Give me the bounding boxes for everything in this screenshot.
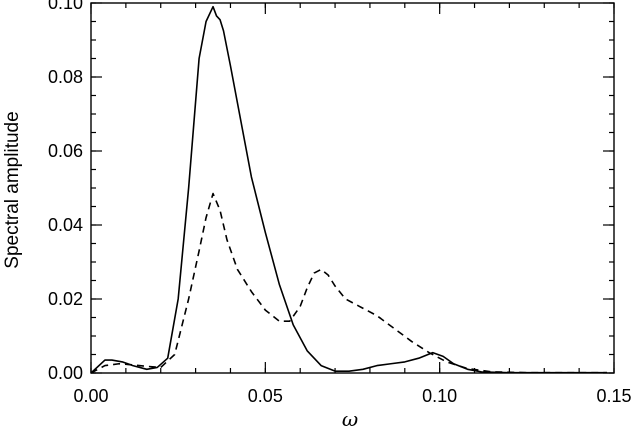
y-tick-label: 0.06 xyxy=(48,141,83,161)
y-tick-label: 0.02 xyxy=(48,289,83,309)
dashed-series-line xyxy=(90,192,608,374)
y-tick-label: 0.08 xyxy=(48,67,83,87)
x-tick-label: 0.05 xyxy=(248,386,283,406)
x-tick-label: 0.00 xyxy=(73,386,108,406)
y-axis-label: Spectral amplitude xyxy=(2,111,23,268)
x-axis: 0.00 0.05 0.10 0.15 xyxy=(73,3,632,406)
solid-series-line xyxy=(90,5,608,374)
y-tick-label: 0.04 xyxy=(48,215,83,235)
x-axis-label: ω xyxy=(342,407,358,431)
x-tick-label: 0.15 xyxy=(596,386,631,406)
x-tick-label: 0.10 xyxy=(422,386,457,406)
plot-area xyxy=(90,2,615,374)
plot-frame xyxy=(90,2,615,374)
y-axis: 0.00 0.02 0.04 0.06 0.08 0.10 xyxy=(48,0,614,383)
y-tick-label: 0.10 xyxy=(48,0,83,13)
y-tick-label: 0.00 xyxy=(48,363,83,383)
